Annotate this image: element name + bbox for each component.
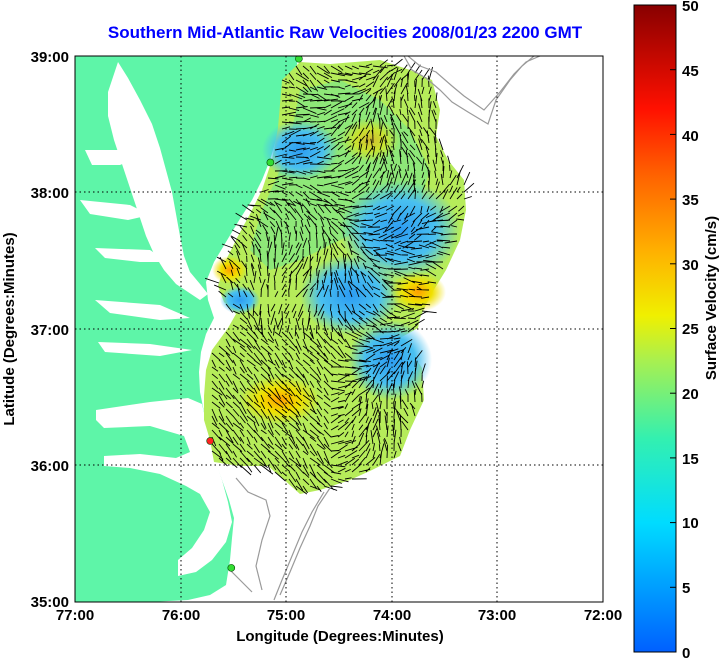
bathymetry-contours [227, 56, 541, 601]
colorbar-tick-label: 40 [682, 128, 699, 145]
colorbar-tick-label: 0 [682, 645, 690, 659]
y-axis: 39:00 38:00 37:00 36:00 35:00 Latitude (… [1, 49, 69, 611]
map-title: Southern Mid-Atlantic Raw Velocities 200… [108, 23, 583, 42]
colorbar-tick-label: 20 [682, 386, 699, 403]
colorbar-tick-label: 35 [682, 192, 699, 209]
colorbar-tick-label: 45 [682, 63, 699, 80]
x-tick-label: 74:00 [373, 607, 411, 624]
colorbar-tick-label: 50 [682, 0, 699, 15]
y-tick-label: 39:00 [31, 49, 69, 66]
chesapeake-bay [108, 62, 208, 300]
x-axis: 77:00 76:00 75:00 74:00 73:00 72:00 Long… [56, 607, 622, 645]
map-frame [74, 55, 604, 603]
radar-station-marker [266, 158, 275, 167]
colorbar-gradient [633, 4, 677, 653]
colorbar-tick-label: 5 [682, 580, 690, 597]
y-tick-label: 36:00 [31, 458, 69, 475]
y-tick-label: 37:00 [31, 322, 69, 339]
x-tick-label: 77:00 [56, 607, 94, 624]
colorbar-tick-label: 25 [682, 321, 699, 338]
colorbar-label: Surface Velocity (cm/s) [703, 216, 720, 380]
x-tick-label: 75:00 [267, 607, 305, 624]
y-tick-label: 35:00 [31, 594, 69, 611]
radar-station-marker [206, 437, 214, 445]
colorbar: 50 45 40 35 30 25 20 15 10 5 0 Surface V… [633, 0, 720, 659]
radar-station-marker [227, 564, 236, 572]
pamlico-sound [96, 398, 232, 576]
map-grid [75, 56, 603, 602]
colorbar-tick-label: 15 [682, 451, 699, 468]
vector-arrow-set [204, 58, 475, 495]
velocity-vectors [204, 58, 475, 495]
y-axis-label: Latitude (Degrees:Minutes) [1, 232, 18, 425]
x-tick-label: 76:00 [162, 607, 200, 624]
y-tick-label: 38:00 [31, 185, 69, 202]
radar-stations [206, 56, 303, 572]
map-panel [75, 56, 603, 602]
colorbar-tick-label: 10 [682, 515, 699, 532]
x-tick-label: 73:00 [478, 607, 516, 624]
radar-station-marker [295, 56, 303, 63]
x-tick-label: 72:00 [584, 607, 622, 624]
colorbar-tick-label: 30 [682, 257, 699, 274]
x-axis-label: Longitude (Degrees:Minutes) [236, 628, 444, 645]
